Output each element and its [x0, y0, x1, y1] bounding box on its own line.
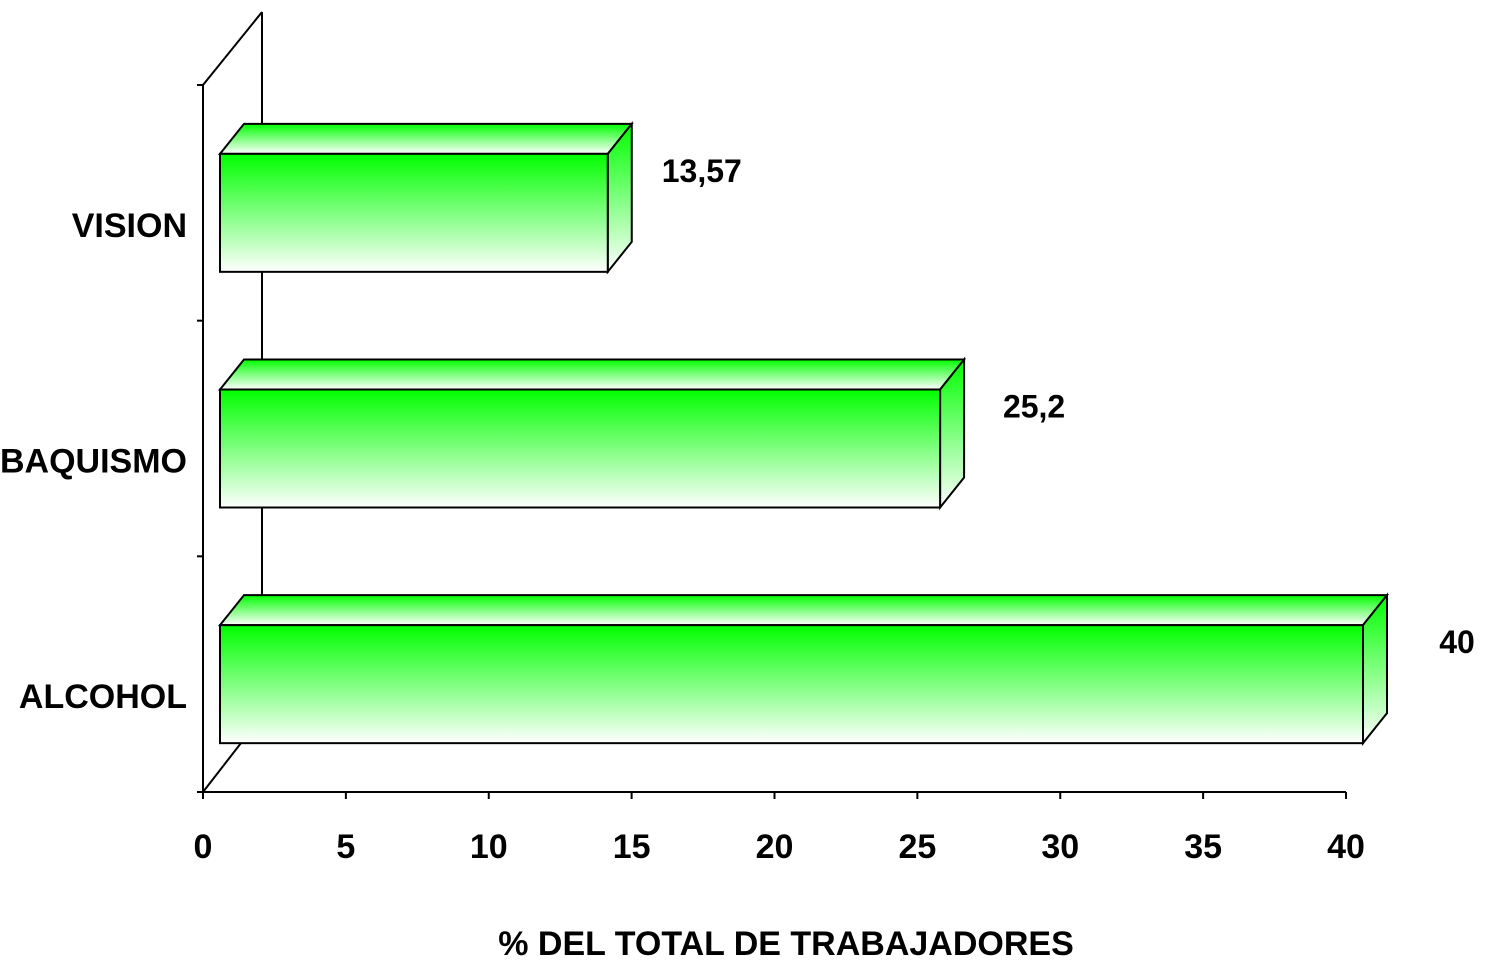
bar-top-face: [217, 358, 967, 391]
data-label: 25,2: [1003, 389, 1065, 425]
top-depth-line: [202, 11, 263, 86]
category-label: ALCOHOL: [19, 678, 187, 716]
x-tick-label: 15: [613, 828, 651, 866]
category-label: TABAQUISMO: [0, 443, 187, 481]
bar-alcohol: [217, 592, 1390, 747]
x-tick-label: 20: [756, 828, 794, 866]
x-tick-label: 35: [1184, 828, 1222, 866]
bar-top-face: [217, 122, 634, 155]
bar-tabaquismo: [217, 356, 967, 511]
data-label: 13,57: [662, 153, 742, 189]
x-tick-label: 25: [898, 828, 936, 866]
bar-top-face: [217, 594, 1390, 627]
x-tick-label: 5: [336, 828, 355, 866]
category-label: VISION: [72, 207, 187, 245]
bar-front-face: [219, 152, 609, 273]
bar-vision: [217, 120, 634, 275]
x-tick-label: 40: [1327, 828, 1365, 866]
bar-front-face: [219, 624, 1364, 745]
bar-series: [217, 120, 1390, 747]
data-label: 40: [1439, 624, 1475, 660]
x-tick-label: 30: [1041, 828, 1079, 866]
x-tick-label: 0: [194, 828, 213, 866]
x-tick-label: 10: [470, 828, 508, 866]
x-axis-title: % DEL TOTAL DE TRABAJADORES: [498, 925, 1074, 963]
axes: [197, 84, 1347, 799]
labels: 0 5 10 15 20 25 30 35 40 VISION 13,57 TABAQUISMO 25,…: [0, 153, 1475, 866]
bar-front-face: [219, 388, 942, 509]
